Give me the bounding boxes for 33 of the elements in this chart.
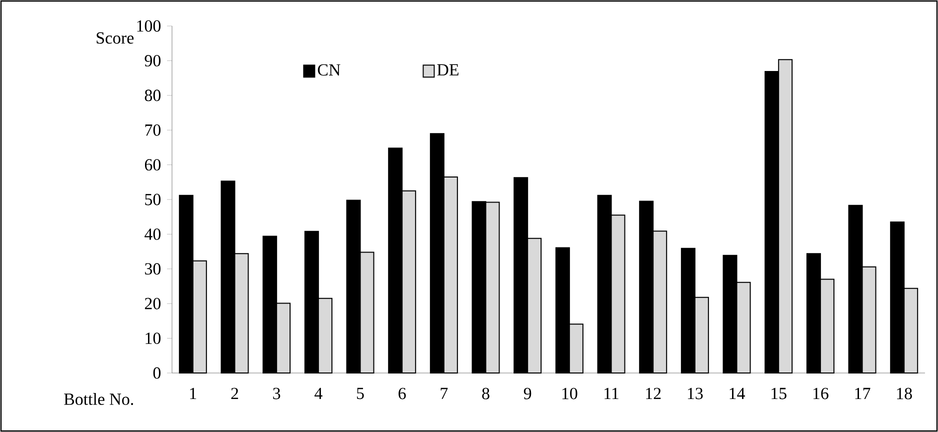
- y-axis-title: Score: [96, 32, 134, 44]
- y-tick-label: 70: [145, 124, 161, 136]
- x-tick-label: 2: [231, 388, 238, 400]
- x-tick-label: 11: [604, 388, 618, 400]
- x-tick-label: 3: [273, 388, 280, 400]
- y-tick-label: 60: [144, 159, 161, 171]
- y-tick-label: 100: [137, 20, 161, 32]
- y-tick-label: 0: [153, 367, 161, 379]
- x-tick-label: 1: [190, 388, 196, 400]
- y-tick-label: 20: [144, 298, 161, 310]
- x-tick-label: 10: [562, 388, 578, 400]
- x-tick-label: 12: [646, 388, 661, 400]
- x-tick-label: 14: [730, 388, 745, 400]
- x-tick-label: 8: [482, 388, 490, 400]
- x-tick-label: 13: [688, 388, 703, 400]
- x-tick-label: 15: [772, 388, 786, 400]
- x-tick-label: 17: [855, 388, 870, 400]
- x-axis-title: Bottle No.: [64, 393, 134, 405]
- x-tick-label: 9: [524, 388, 532, 400]
- x-tick-label: 6: [398, 388, 406, 400]
- legend-label: CN: [318, 64, 340, 76]
- x-tick-label: 4: [314, 388, 322, 399]
- y-tick-label: 10: [146, 332, 161, 344]
- x-tick-label: 5: [357, 388, 364, 400]
- legend-label: DE: [437, 64, 458, 76]
- x-tick-label: 16: [813, 388, 828, 400]
- y-tick-label: 40: [144, 228, 161, 240]
- y-tick-label: 90: [144, 54, 161, 66]
- x-tick-label: 7: [440, 388, 448, 399]
- y-tick-label: 50: [145, 194, 161, 206]
- y-tick-label: 30: [145, 263, 161, 275]
- y-tick-label: 80: [144, 90, 161, 102]
- x-tick-label: 18: [897, 388, 912, 400]
